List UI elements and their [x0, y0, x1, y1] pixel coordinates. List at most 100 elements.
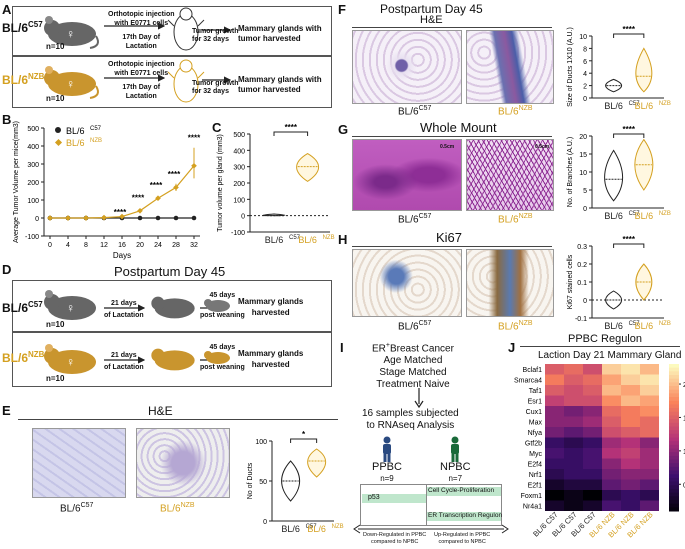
heatmap-cell — [602, 500, 621, 511]
panel-a-growth-top: Tumor growth for 32 days — [192, 28, 239, 43]
y-tick-label: 100 — [255, 439, 267, 446]
y-tick-label: 0 — [583, 96, 587, 103]
colorbar-segment — [669, 507, 679, 512]
y-axis-label: Size of Ducts 1X10 (A.U.) — [567, 27, 574, 107]
colorbar-segment — [669, 488, 679, 494]
heatmap-cell — [602, 374, 621, 385]
heatmap-cell — [583, 458, 602, 469]
panel-h-cap1: BL/6C57 — [398, 320, 432, 333]
y-tick-label: 2 — [583, 84, 587, 91]
panel-a-nzb-label: BL/6NZB — [2, 72, 45, 87]
panel-g-cap1: BL/6C57 — [398, 213, 432, 226]
er-transcription-bar — [427, 512, 501, 521]
mouse-grey-d2-icon — [151, 296, 195, 319]
y-tick-label: 500 — [233, 132, 245, 139]
x-category-sup: NZB — [659, 211, 671, 217]
heatmap-cell — [640, 416, 659, 427]
heatmap-cell — [583, 437, 602, 448]
data-point — [101, 214, 107, 221]
heatmap-cell — [602, 469, 621, 480]
colorbar-segment — [669, 419, 679, 424]
y-tick-label: 0.1 — [577, 280, 587, 287]
panel-a-result-top: Mammary glands with tumor harvested — [238, 24, 322, 43]
panel-a-growth-bottom: Tumor growth for 32 days — [192, 80, 239, 95]
data-point — [173, 215, 179, 221]
heatmap-cell — [621, 385, 640, 396]
panel-g-label: G — [338, 122, 349, 137]
y-tick-label: 0 — [263, 519, 267, 526]
colorbar-segment — [669, 496, 679, 501]
panel-f-title: Postpartum Day 45 — [380, 2, 483, 16]
panel-i-npbc: NPBC n=7 — [440, 461, 471, 484]
he-f-nzb-micrograph — [466, 30, 554, 104]
colorbar-segment — [669, 459, 679, 464]
colorbar-segment — [669, 481, 679, 486]
heatmap-cell — [583, 500, 602, 511]
y-axis-label: Ki67 stained cells — [567, 254, 574, 309]
y-tick-label: 5 — [583, 188, 587, 195]
y-tick-label: 0.3 — [577, 244, 587, 251]
heatmap-cell — [602, 479, 621, 490]
heatmap-cell — [583, 490, 602, 501]
heatmap-cell — [602, 437, 621, 448]
panel-e-cap2: BL/6NZB — [160, 502, 195, 515]
x-tick-label: 16 — [118, 242, 126, 249]
mouse-grey-d-icon: ♀ — [44, 290, 96, 320]
panel-d-nzb-label: BL/6NZB — [2, 350, 45, 365]
cell-cycle-label: Cell Cycle-Proliferation — [428, 487, 495, 494]
y-axis-label: No. of Branches (A.U.) — [567, 137, 574, 207]
y-tick-label: 500 — [27, 126, 39, 133]
panel-c-label: C — [212, 120, 222, 135]
y-tick-label: 0.2 — [577, 262, 587, 269]
panel-d-result-top: Mammary glands harvested — [238, 297, 304, 317]
colorbar-segment — [669, 386, 679, 391]
whole-mount-c57-micrograph — [352, 139, 462, 211]
heatmap-cell — [545, 469, 564, 480]
x-category-sup: NZB — [323, 235, 335, 241]
panel-b-label: B — [2, 112, 12, 127]
row-label: Nr4a1 — [523, 503, 542, 510]
x-category-sup: C57 — [629, 101, 641, 107]
y-tick-label: -0.1 — [575, 316, 587, 323]
heatmap-cell — [602, 406, 621, 417]
data-point — [155, 215, 161, 221]
colorbar-segment — [669, 448, 679, 453]
colorbar-segment — [669, 367, 679, 372]
panel-d-label: D — [2, 262, 12, 277]
heatmap-cell — [564, 458, 583, 469]
x-tick-label: 32 — [190, 242, 198, 249]
he-c57-micrograph — [32, 428, 126, 498]
y-tick-label: 0 — [583, 298, 587, 305]
heatmap-cell — [640, 364, 659, 375]
heatmap-cell — [621, 437, 640, 448]
heatmap-cell — [602, 490, 621, 501]
svg-text:♀: ♀ — [66, 27, 75, 41]
violin-nzb — [307, 448, 327, 478]
panel-a-c57-label: BL/6C57 — [2, 20, 43, 35]
row-label: E2f4 — [528, 461, 543, 468]
colorbar-segment — [669, 477, 679, 483]
heatmap-cell — [545, 437, 564, 448]
y-tick-label: 100 — [233, 197, 245, 204]
svg-text:♀: ♀ — [66, 301, 75, 315]
x-category-label: BL/6 — [604, 101, 623, 111]
x-category-label: BL/6 — [635, 211, 654, 221]
heatmap-cell — [602, 416, 621, 427]
heatmap-cell — [545, 479, 564, 490]
heatmap-cell — [564, 500, 583, 511]
panel-a-arrows — [104, 22, 232, 84]
violin-nzb — [635, 47, 653, 93]
legend-marker-c57 — [55, 127, 61, 133]
y-axis-label: Tumor volume per gland (mm3) — [217, 134, 224, 232]
cell-cycle-bar — [427, 487, 501, 496]
row-label: Max — [529, 419, 543, 426]
heatmap-cell — [640, 448, 659, 459]
y-tick-label: 4 — [583, 71, 587, 78]
colorbar-segment — [669, 411, 679, 416]
er-transcription-label: ER Transcription Regulon — [428, 512, 503, 519]
heatmap-cell — [621, 364, 640, 375]
svg-text:♀: ♀ — [66, 355, 75, 369]
data-point — [83, 215, 89, 221]
